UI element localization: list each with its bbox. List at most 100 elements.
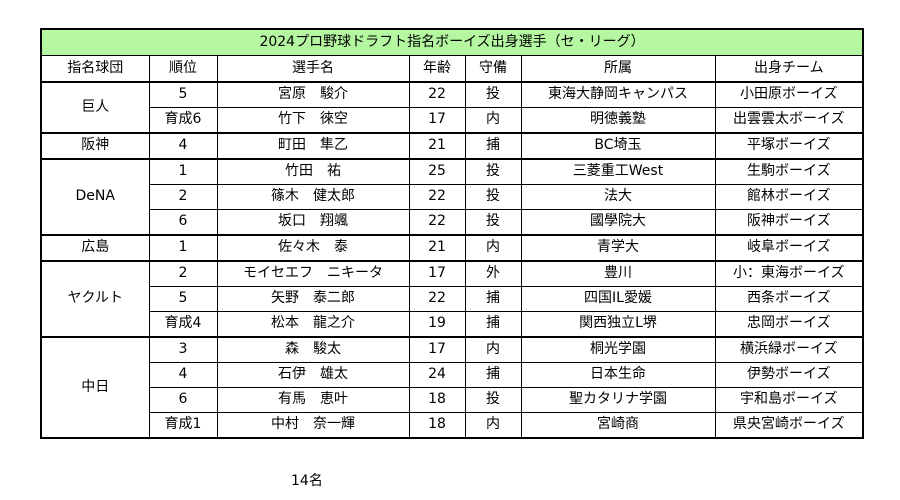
rank-cell: 4: [148, 132, 218, 160]
player-name-cell: 佐々木 泰: [216, 234, 410, 262]
origin-team-cell: 生駒ボーイズ: [714, 158, 865, 185]
position-cell: 内: [464, 107, 522, 134]
origin-team-cell: 伊勢ボーイズ: [714, 362, 865, 388]
rank-cell: 5: [148, 286, 218, 312]
rank-cell: 1: [148, 234, 218, 262]
table-row: 中日 3 森 駿太 17 内桐光学園 横浜緑ボーイズ: [40, 336, 865, 439]
player-name-cell: 森 駿太: [216, 336, 410, 363]
player-name-cell: 宮原 駿介: [216, 81, 410, 108]
rank-cell: 2: [148, 260, 218, 287]
position-cell: 内: [464, 234, 522, 262]
player-name-cell: モイセエフ ニキータ: [216, 260, 410, 287]
header-player-name: 選手名: [216, 55, 410, 83]
position-cell: 捕: [464, 311, 522, 338]
table-row: 広島 1 佐々木 泰 21 内青学大 岐阜ボーイズ: [40, 234, 865, 262]
team-cell: 巨人: [40, 81, 150, 134]
origin-team-cell: 小田原ボーイズ: [714, 81, 865, 108]
affiliation-cell: 豊川: [520, 260, 716, 287]
origin-team-cell: 岐阜ボーイズ: [714, 234, 865, 262]
origin-team-cell: 忠岡ボーイズ: [714, 311, 865, 338]
position-cell: 投: [464, 158, 522, 185]
player-name-cell: 竹下 徠空: [216, 107, 410, 134]
position-cell: 内: [464, 336, 522, 363]
team-cell: 阪神: [40, 132, 150, 160]
team-cell: DeNA: [40, 158, 150, 236]
player-name-cell: 坂口 翔颯: [216, 209, 410, 236]
table-row: 阪神 4 町田 隼乙 21 捕 BC埼玉 平塚ボーイズ: [40, 132, 865, 160]
table-body: 2024プロ野球ドラフト指名ボーイズ出身選手（セ・リーグ） 指名球団 順位 選手…: [39, 28, 865, 439]
team-cell: ヤクルト: [40, 260, 150, 338]
age-cell: 19: [408, 311, 466, 338]
rank-cell: 育成4: [148, 311, 218, 338]
age-cell: 22: [408, 81, 466, 108]
affiliation-cell: 四国IL愛媛: [520, 286, 716, 312]
rank-cell: 育成6: [148, 107, 218, 134]
position-cell: 投: [464, 387, 522, 413]
player-name-cell: 竹田 祐: [216, 158, 410, 185]
table-row: 4 石伊 雄太 24 捕日本生命 伊勢ボーイズ: [41, 362, 865, 388]
header-position: 守備: [464, 55, 522, 83]
player-name-cell: 石伊 雄太: [216, 362, 410, 388]
position-cell: 内: [464, 412, 522, 439]
origin-team-cell: 阪神ボーイズ: [714, 209, 865, 236]
age-cell: 21: [408, 132, 466, 160]
affiliation-cell: 東海大静岡キャンパス: [520, 81, 716, 108]
affiliation-cell: 宮崎商: [520, 412, 716, 439]
affiliation-cell: 法大: [520, 184, 716, 210]
position-cell: 捕: [464, 362, 522, 388]
age-cell: 18: [408, 387, 466, 413]
rank-cell: 育成1: [148, 412, 218, 439]
header-age: 年齢: [408, 55, 466, 83]
origin-team-cell: 館林ボーイズ: [714, 184, 865, 210]
affiliation-cell: BC埼玉: [520, 132, 716, 160]
title-row: 2024プロ野球ドラフト指名ボーイズ出身選手（セ・リーグ）: [39, 28, 865, 56]
player-name-cell: 矢野 泰二郎: [216, 286, 410, 312]
origin-team-cell: 平塚ボーイズ: [714, 132, 865, 160]
origin-team-cell: 小：東海ボーイズ: [714, 260, 865, 287]
position-cell: 投: [464, 209, 522, 236]
header-rank: 順位: [148, 55, 218, 83]
position-cell: 投: [464, 81, 522, 108]
age-cell: 18: [408, 412, 466, 439]
table-row: ヤクルト 2 モイセエフ ニキータ 17 外豊川 小：東海ボーイズ: [40, 260, 865, 338]
affiliation-cell: 明徳義塾: [520, 107, 716, 134]
affiliation-cell: 聖カタリナ学園: [520, 387, 716, 413]
origin-team-cell: 県央宮崎ボーイズ: [714, 412, 865, 439]
table-row: 育成4 松本 龍之介 19 捕関西独立L堺 忠岡ボーイズ: [41, 311, 865, 338]
table-row: DeNA 1 竹田 祐 25 投三菱重工West 生駒ボーイズ: [40, 158, 865, 236]
age-cell: 22: [408, 286, 466, 312]
age-cell: 22: [408, 209, 466, 236]
affiliation-cell: 日本生命: [520, 362, 716, 388]
position-cell: 外: [464, 260, 522, 287]
age-cell: 22: [408, 184, 466, 210]
table-row: 育成6 竹下 徠空 17 内明徳義塾 出雲雲太ボーイズ: [41, 107, 865, 134]
origin-team-cell: 西条ボーイズ: [714, 286, 865, 312]
player-name-cell: 松本 龍之介: [216, 311, 410, 338]
age-cell: 25: [408, 158, 466, 185]
age-cell: 17: [408, 336, 466, 363]
rank-cell: 3: [148, 336, 218, 363]
footer-count: 14名: [291, 473, 323, 489]
age-cell: 24: [408, 362, 466, 388]
affiliation-cell: 青学大: [520, 234, 716, 262]
player-name-cell: 町田 隼乙: [216, 132, 410, 160]
age-cell: 21: [408, 234, 466, 262]
table-title: 2024プロ野球ドラフト指名ボーイズ出身選手（セ・リーグ）: [39, 28, 865, 56]
header-team: 指名球団: [40, 55, 150, 83]
header-row: 指名球団 順位 選手名 年齢 守備 所属 出身チーム: [40, 55, 865, 83]
rank-cell: 4: [148, 362, 218, 388]
draft-table: 2024プロ野球ドラフト指名ボーイズ出身選手（セ・リーグ） 指名球団 順位 選手…: [39, 28, 865, 439]
age-cell: 17: [408, 107, 466, 134]
origin-team-cell: 宇和島ボーイズ: [714, 387, 865, 413]
rank-cell: 6: [148, 387, 218, 413]
team-cell: 中日: [40, 336, 150, 439]
player-name-cell: 篠木 健太郎: [216, 184, 410, 210]
table-row: 5 矢野 泰二郎 22 捕四国IL愛媛 西条ボーイズ: [41, 286, 865, 312]
affiliation-cell: 國學院大: [520, 209, 716, 236]
origin-team-cell: 横浜緑ボーイズ: [714, 336, 865, 363]
position-cell: 投: [464, 184, 522, 210]
table-row: 育成1 中村 奈一輝 18 内宮崎商 県央宮崎ボーイズ: [41, 412, 865, 439]
affiliation-cell: 三菱重工West: [520, 158, 716, 185]
position-cell: 捕: [464, 286, 522, 312]
rank-cell: 6: [148, 209, 218, 236]
